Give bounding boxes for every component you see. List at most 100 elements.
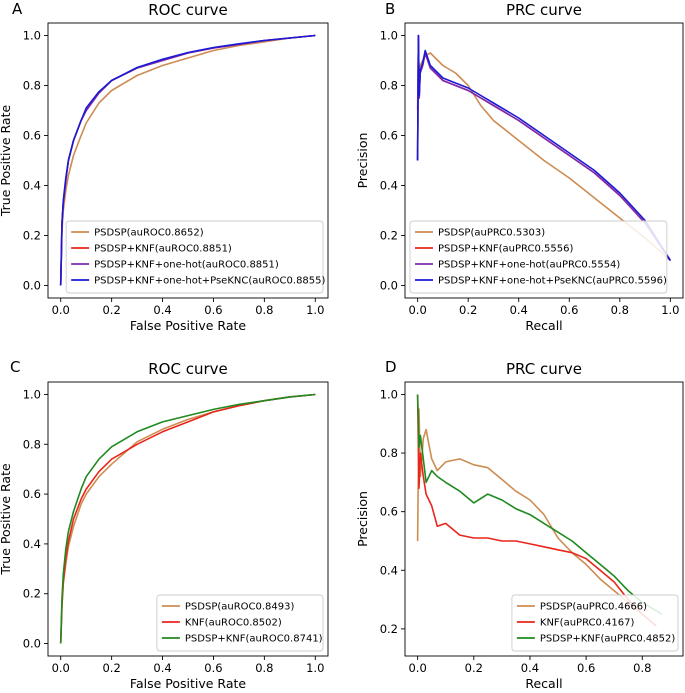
series-line-1: [416, 408, 643, 615]
x-tick-label: 0.2: [459, 303, 477, 317]
y-tick-label: 1.0: [380, 387, 398, 401]
legend-label: PSDSP+KNF(auROC0.8851): [94, 244, 232, 255]
legend-label: KNF(auPRC0.4167): [540, 618, 635, 629]
legend-label: PSDSP+KNF+one-hot(auPRC0.5554): [438, 260, 620, 271]
x-tick-label: 0.2: [102, 661, 120, 675]
legend-label: PSDSP(auPRC0.5303): [438, 228, 545, 239]
plot-frame: [47, 22, 329, 299]
y-tick-label: 0.2: [380, 622, 398, 636]
legend-label: PSDSP+KNF(auROC0.8741): [185, 634, 323, 645]
x-tick-label: 0.6: [204, 303, 222, 317]
x-tick-label: 0.8: [255, 661, 273, 675]
chart-title: ROC curve: [148, 1, 228, 19]
y-tick-label: 0.8: [380, 446, 398, 460]
panel-D: D PRC curve 0.0 0.2 0.4 0.6 0.8 0.2 0.4 0.6 0.8 1.0…: [355, 358, 684, 691]
legend-box: [65, 220, 324, 294]
legend-label: PSDSP+KNF(auPRC0.4852): [540, 634, 675, 645]
y-axis-label: True Positive Rate: [0, 463, 13, 576]
x-tick-label: 0.2: [102, 303, 120, 317]
x-tick-label: 0.2: [465, 661, 483, 675]
x-tick-label: 0.6: [204, 661, 222, 675]
y-tick-label: 0.8: [380, 79, 398, 93]
legend: PSDSP(auROC0.8652) PSDSP+KNF(auROC0.8851)…: [65, 220, 326, 294]
series-line-2: [416, 394, 657, 627]
legend: PSDSP(auPRC0.4666) KNF(auPRC0.4167) PSDSP+…: [511, 594, 679, 652]
legend-label: PSDSP+KNF+one-hot+PseKNC(auPRC0.5596): [438, 276, 667, 287]
legend-label: PSDSP+KNF+one-hot(auROC0.8851): [94, 260, 279, 271]
series-line-4: [59, 34, 316, 286]
x-tick-label: 1.0: [306, 661, 324, 675]
panel-letter: B: [385, 0, 395, 18]
legend-box: [409, 220, 668, 294]
x-tick-label: 0.0: [408, 303, 426, 317]
legend-label: PSDSP+KNF(auPRC0.5556): [438, 244, 573, 255]
y-axis-label: True Positive Rate: [0, 105, 13, 218]
series-line-3: [59, 393, 316, 644]
x-tick-label: 0.4: [153, 661, 171, 675]
y-tick-label: 0.2: [23, 587, 41, 601]
y-tick-label: 0.6: [380, 505, 398, 519]
x-tick-label: 0.8: [611, 303, 629, 317]
panel-letter: C: [10, 358, 20, 376]
x-tick-label: 0.8: [633, 661, 651, 675]
panel-letter: A: [12, 0, 23, 18]
x-tick-label: 0.0: [408, 661, 426, 675]
y-tick-label: 0.0: [23, 279, 41, 293]
y-tick-label: 0.4: [23, 537, 41, 551]
y-tick-label: 0.0: [380, 279, 398, 293]
y-tick-label: 0.6: [23, 129, 41, 143]
x-tick-label: 0.4: [510, 303, 528, 317]
plot-frame: [404, 381, 684, 657]
panel-A: A ROC curve 0.0 0.2 0.4 0.6 0.8 1.0 0.0 0.2 0.4 0.6…: [0, 0, 329, 333]
x-tick-label: 0.8: [255, 303, 273, 317]
legend: PSDSP(auPRC0.5303) PSDSP+KNF(auPRC0.5556)…: [409, 220, 668, 294]
y-tick-label: 0.6: [380, 129, 398, 143]
series-line-3: [416, 394, 663, 615]
plot-frame: [47, 381, 329, 657]
panel-letter: D: [385, 358, 397, 376]
x-tick-label: 0.6: [577, 661, 595, 675]
series-line-1: [59, 34, 316, 286]
y-tick-label: 0.4: [380, 563, 398, 577]
x-tick-label: 0.4: [153, 303, 171, 317]
y-tick-label: 0.2: [23, 229, 41, 243]
series-line-4: [416, 34, 672, 261]
x-tick-label: 0.0: [52, 661, 70, 675]
y-axis-label: Precision: [355, 491, 370, 547]
x-axis-label: False Positive Rate: [130, 676, 246, 691]
chart-title: PRC curve: [506, 360, 582, 378]
x-axis-label: Recall: [525, 318, 562, 333]
y-tick-label: 0.4: [380, 179, 398, 193]
y-tick-label: 0.8: [23, 437, 41, 451]
plot-frame: [404, 22, 684, 299]
y-tick-label: 0.4: [23, 179, 41, 193]
legend-label: KNF(auROC0.8502): [185, 618, 282, 629]
series-line-2: [59, 393, 316, 644]
legend-box: [511, 594, 679, 652]
legend: PSDSP(auROC0.8493) KNF(auROC0.8502) PSDSP+…: [156, 594, 324, 652]
x-tick-label: 1.0: [306, 303, 324, 317]
panel-B: B PRC curve 0.0 0.2 0.4 0.6 0.8 1.0 0.0 0.2 0.4 0.6…: [355, 0, 684, 333]
legend-label: PSDSP(auROC0.8493): [185, 602, 295, 613]
chart-title: PRC curve: [506, 1, 582, 19]
x-axis-label: False Positive Rate: [130, 318, 246, 333]
legend-label: PSDSP(auPRC0.4666): [540, 602, 647, 613]
x-tick-label: 0.4: [521, 661, 539, 675]
legend-box: [156, 594, 324, 652]
x-tick-label: 0.0: [52, 303, 70, 317]
x-tick-label: 0.6: [560, 303, 578, 317]
y-axis-label: Precision: [355, 133, 370, 189]
y-tick-label: 1.0: [23, 29, 41, 43]
y-tick-label: 0.6: [23, 487, 41, 501]
y-tick-label: 0.0: [23, 637, 41, 651]
panel-C: C ROC curve 0.0 0.2 0.4 0.6 0.8 1.0 0.0 0.2 0.4 0.6…: [0, 358, 329, 691]
legend-label: PSDSP+KNF+one-hot+PseKNC(auROC0.8855): [94, 276, 325, 287]
y-tick-label: 0.2: [380, 229, 398, 243]
chart-title: ROC curve: [148, 360, 228, 378]
x-axis-label: Recall: [525, 676, 562, 691]
series-line-1: [416, 47, 671, 262]
x-tick-label: 1.0: [661, 303, 679, 317]
y-tick-label: 1.0: [23, 387, 41, 401]
y-tick-label: 1.0: [380, 29, 398, 43]
